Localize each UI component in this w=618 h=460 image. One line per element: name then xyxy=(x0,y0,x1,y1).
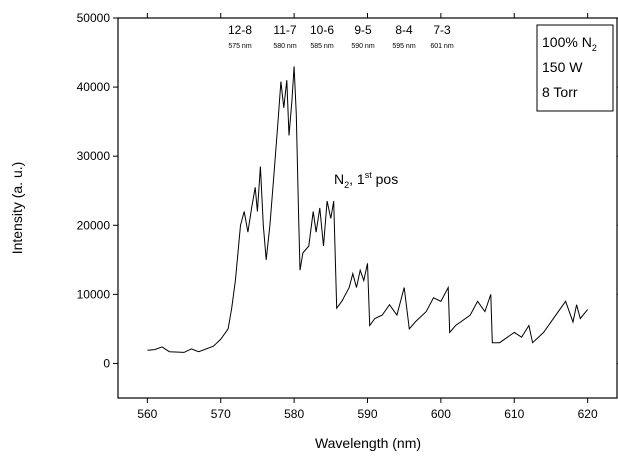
x-axis-label: Wavelength (nm) xyxy=(315,435,421,451)
x-tick-label: 620 xyxy=(578,407,598,421)
condition-text: 8 Torr xyxy=(542,84,578,100)
band-label: 10-6 xyxy=(310,23,334,37)
band-label: 11-7 xyxy=(273,23,296,37)
species-mid: , 1 xyxy=(349,171,365,187)
y-tick-label: 20000 xyxy=(77,218,111,232)
species-sup: st xyxy=(365,170,373,180)
condition-text: 150 W xyxy=(542,59,583,75)
x-tick-label: 580 xyxy=(284,407,304,421)
species-label: N2, 1st pos xyxy=(334,170,398,190)
x-tick-label: 590 xyxy=(357,407,377,421)
species-text: N xyxy=(334,171,344,187)
condition: 150 W xyxy=(542,59,583,75)
band-label: 9-5 xyxy=(354,23,372,37)
band-wavelength: 585 nm xyxy=(310,43,334,50)
band-wavelength: 580 nm xyxy=(273,43,297,50)
species-sub: 2 xyxy=(344,180,349,190)
y-tick-label: 30000 xyxy=(77,149,111,163)
band-label: 7-3 xyxy=(433,23,451,37)
x-tick-label: 560 xyxy=(137,407,157,421)
condition: 8 Torr xyxy=(542,84,578,100)
spectrum-line xyxy=(147,66,588,353)
x-tick-label: 610 xyxy=(504,407,524,421)
band-wavelength: 601 nm xyxy=(430,43,454,50)
y-tick-label: 50000 xyxy=(77,11,111,25)
x-tick-label: 570 xyxy=(211,407,231,421)
conditions-box xyxy=(536,24,614,112)
y-axis-label: Intensity (a. u.) xyxy=(9,162,25,255)
band-label: 8-4 xyxy=(395,23,413,37)
x-tick-label: 600 xyxy=(431,407,451,421)
band-wavelength: 575 nm xyxy=(228,43,252,50)
y-tick-label: 0 xyxy=(103,356,110,370)
y-tick-label: 40000 xyxy=(77,80,111,94)
band-label: 12-8 xyxy=(228,23,252,37)
condition-sub: 2 xyxy=(592,43,597,53)
condition: 100% N2 xyxy=(542,34,597,53)
condition-text: 100% N xyxy=(542,34,592,50)
band-wavelength: 590 nm xyxy=(351,43,375,50)
species-tail: pos xyxy=(372,171,398,187)
band-wavelength: 595 nm xyxy=(392,43,416,50)
y-tick-label: 10000 xyxy=(77,287,111,301)
